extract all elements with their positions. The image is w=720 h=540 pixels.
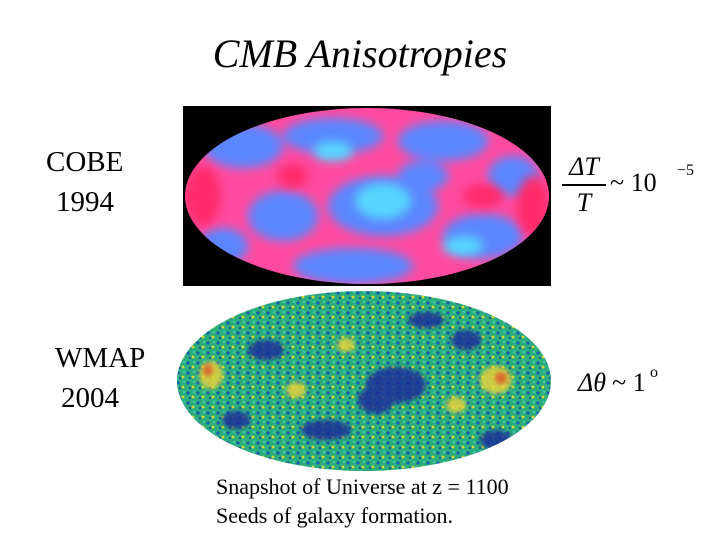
delta-t-over-t-fraction: ΔT T xyxy=(562,152,606,218)
wmap-label: WMAP 2004 xyxy=(55,338,145,418)
caption-line-2: Seeds of galaxy formation. xyxy=(216,503,454,528)
caption-line-1: Snapshot of Universe at z = 1100 xyxy=(216,474,509,499)
cobe-year: 1994 xyxy=(56,186,114,218)
slide-title: CMB Anisotropies xyxy=(212,31,508,76)
cobe-label: COBE 1994 xyxy=(46,142,123,222)
cobe-relation: ~ 10 xyxy=(610,168,657,197)
wmap-sky-map xyxy=(177,291,551,471)
wmap-exponent: o xyxy=(650,364,658,381)
cobe-formula: ΔT T ~ 10 −5 xyxy=(560,152,710,222)
wmap-year: 2004 xyxy=(61,382,119,414)
wmap-symbol: Δθ xyxy=(578,368,607,397)
cobe-name: COBE xyxy=(46,146,124,178)
caption: Snapshot of Universe at z = 1100 Seeds o… xyxy=(216,472,509,530)
fraction-bar xyxy=(562,184,606,186)
cobe-exponent: −5 xyxy=(677,162,695,179)
fraction-numerator: ΔT xyxy=(569,152,599,181)
cobe-sky-map xyxy=(183,106,551,286)
wmap-name: WMAP xyxy=(55,342,146,374)
fraction-denominator: T xyxy=(576,188,592,217)
wmap-relation: ~ 1 xyxy=(612,368,646,397)
wmap-formula: Δθ ~ 1 o xyxy=(578,364,698,408)
